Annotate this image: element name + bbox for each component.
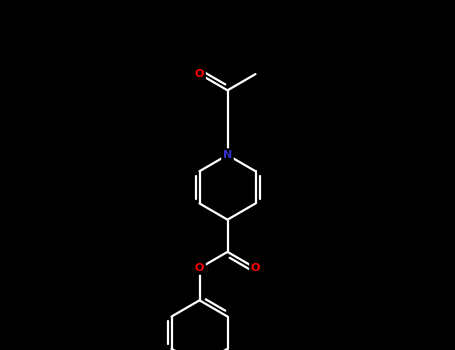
Text: O: O	[195, 263, 204, 273]
Text: O: O	[251, 263, 260, 273]
Text: O: O	[195, 69, 204, 79]
Text: N: N	[223, 150, 232, 160]
